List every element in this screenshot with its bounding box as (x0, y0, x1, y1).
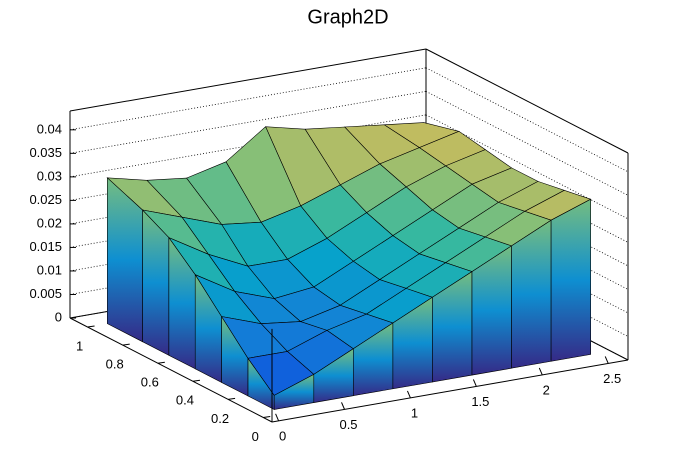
x-tick-label: 0 (279, 428, 286, 443)
y-tick-label: 0.4 (176, 393, 194, 408)
z-tick-label: 0.005 (29, 286, 62, 301)
z-tick-label: 0.015 (29, 239, 62, 254)
z-tick-label: 0.025 (29, 192, 62, 207)
x-tick-label: 2.5 (603, 371, 621, 386)
x-tick (472, 379, 477, 387)
grid-line (425, 90, 629, 196)
grid-line (425, 67, 629, 173)
grid-line (69, 67, 427, 131)
x-tick (341, 402, 345, 410)
z-tick-label: 0.03 (37, 168, 62, 183)
z-tick-label: 0.04 (37, 121, 62, 136)
x-tick-label: 0.5 (339, 417, 357, 432)
curtain (550, 198, 592, 362)
x-tick (406, 390, 411, 399)
x-tick-label: 2 (543, 382, 550, 397)
y-tick (263, 415, 271, 418)
x-tick (604, 356, 609, 364)
y-tick-label: 0.6 (141, 375, 159, 390)
y-tick-label: 0.8 (106, 357, 124, 372)
chart-title: Graph2D (307, 6, 388, 28)
y-tick (87, 325, 95, 328)
grid-line (425, 255, 629, 361)
y-tick (122, 343, 130, 346)
grid-line (425, 232, 629, 337)
box-edge (69, 48, 427, 112)
grid-line (425, 114, 629, 220)
curtain (511, 219, 552, 369)
grid-line (425, 138, 629, 243)
curtain (107, 177, 143, 343)
y-tick-label: 0 (252, 429, 259, 444)
y-tick (228, 397, 236, 400)
x-tick (275, 413, 280, 422)
y-tick-label: 0.2 (211, 411, 229, 426)
z-tick-label: 0.01 (37, 262, 62, 277)
x-axis (271, 359, 629, 423)
y-axis (69, 317, 273, 423)
y-tick (157, 361, 165, 364)
x-tick-label: 1 (411, 405, 418, 420)
y-tick-label: 1 (76, 338, 83, 353)
z-tick-label: 0.035 (29, 145, 62, 160)
z-tick-label: 0.02 (37, 215, 62, 230)
x-tick (538, 367, 543, 376)
grid-line (425, 161, 629, 267)
y-tick (192, 379, 201, 382)
z-tick-label: 0 (55, 309, 62, 324)
grid-line (425, 185, 629, 290)
x-tick-label: 1.5 (471, 394, 489, 409)
box-edge (425, 48, 629, 154)
grid-line (425, 208, 629, 314)
grid-line (69, 90, 427, 154)
